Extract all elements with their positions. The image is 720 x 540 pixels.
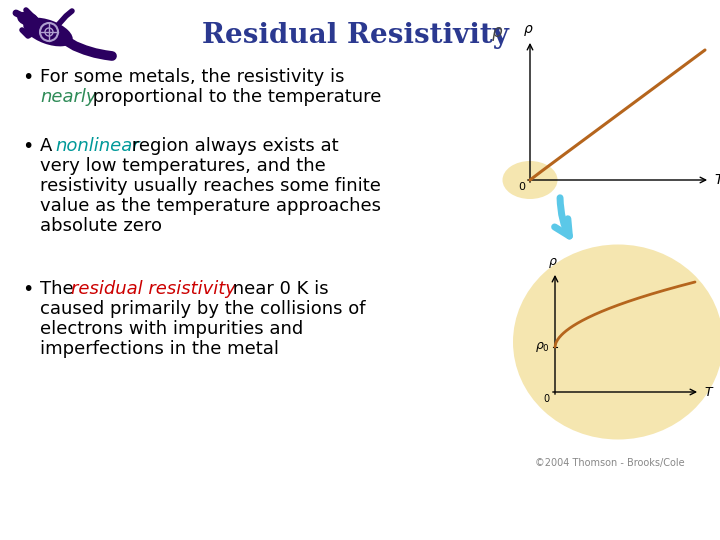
Text: T: T — [714, 173, 720, 187]
Text: nearly: nearly — [40, 88, 96, 106]
Text: resistivity usually reaches some finite: resistivity usually reaches some finite — [40, 177, 381, 195]
Text: residual resistivity: residual resistivity — [71, 280, 236, 298]
Text: caused primarily by the collisions of: caused primarily by the collisions of — [40, 300, 366, 318]
Text: nonlinear: nonlinear — [55, 137, 140, 155]
Text: region always exists at: region always exists at — [126, 137, 338, 155]
Text: proportional to the temperature: proportional to the temperature — [87, 88, 381, 106]
Text: ©2004 Thomson - Brooks/Cole: ©2004 Thomson - Brooks/Cole — [535, 458, 685, 468]
Text: near 0 K is: near 0 K is — [228, 280, 329, 298]
Text: very low temperatures, and the: very low temperatures, and the — [40, 157, 325, 175]
Text: •: • — [22, 68, 33, 87]
Text: The: The — [40, 280, 79, 298]
Text: ρ: ρ — [492, 23, 503, 41]
Text: value as the temperature approaches: value as the temperature approaches — [40, 197, 381, 215]
Text: •: • — [22, 137, 33, 156]
Text: A: A — [40, 137, 58, 155]
Text: absolute zero: absolute zero — [40, 217, 162, 235]
Text: •: • — [22, 280, 33, 299]
Text: Residual Resistivity: Residual Resistivity — [202, 22, 508, 49]
Text: 0: 0 — [544, 394, 550, 404]
Text: $\rho_0$: $\rho_0$ — [535, 340, 550, 354]
Ellipse shape — [17, 12, 39, 26]
Ellipse shape — [503, 161, 557, 199]
Text: T: T — [704, 386, 711, 399]
Ellipse shape — [513, 245, 720, 440]
Text: 0: 0 — [518, 182, 525, 192]
Ellipse shape — [23, 18, 73, 46]
Text: electrons with impurities and: electrons with impurities and — [40, 320, 303, 338]
Text: ρ: ρ — [549, 255, 557, 268]
Text: imperfections in the metal: imperfections in the metal — [40, 340, 279, 358]
Text: For some metals, the resistivity is: For some metals, the resistivity is — [40, 68, 344, 86]
Text: ρ: ρ — [523, 22, 532, 36]
